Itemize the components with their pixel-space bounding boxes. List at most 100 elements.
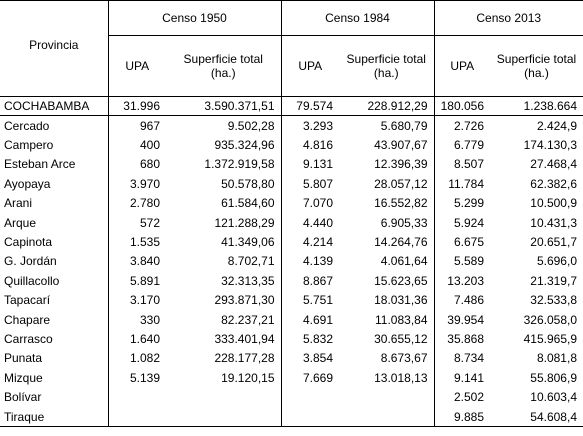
cell-superficie-2013: 10.500,9 bbox=[530, 196, 577, 211]
cell-upa-1950 bbox=[107, 406, 166, 428]
cell-upa-2013: 11.784 bbox=[433, 174, 490, 194]
cell-upa-2013: 2.726 bbox=[433, 115, 490, 136]
table-row: Chapare 330 82.237,21 4.691 11.083,84 39.954 3… bbox=[0, 309, 583, 330]
cell-upa-2013: 2.502 bbox=[433, 387, 490, 407]
table-row: G. Jordán 3.840 8.702,71 4.139 4.061,64 5.589… bbox=[0, 251, 583, 272]
cell-upa-1950: 1.535 bbox=[107, 232, 166, 252]
cell-superficie-1950: 50.578,80 bbox=[221, 176, 275, 191]
cell-provincia: COCHABAMBA bbox=[0, 96, 108, 116]
header-superficie-1950: Superficie total (ha.) bbox=[166, 35, 281, 97]
cell-upa-2013: 8.507 bbox=[433, 154, 490, 175]
cell-upa-2013: 180.056 bbox=[433, 96, 490, 116]
cell-superficie-2013: 20.651,7 bbox=[530, 235, 577, 250]
cell-upa-2013: 39.954 bbox=[433, 309, 490, 330]
cell-upa-2013: 6.779 bbox=[433, 135, 490, 155]
table-row: Capinota 1.535 41.349,06 4.214 14.264,76 6.67… bbox=[0, 232, 583, 252]
cell-superficie-1984: 228.912,29 bbox=[339, 96, 434, 116]
cell-superficie-1950: 32.313,35 bbox=[221, 273, 275, 288]
cell-provincia: Tiraque bbox=[0, 406, 108, 428]
cell-upa-1984: 4.440 bbox=[280, 212, 339, 233]
table-row: Tapacarí 3.170 293.871,30 5.751 18.031,36 7.4… bbox=[0, 290, 583, 310]
cell-provincia: Arani bbox=[4, 196, 33, 211]
table-row: Quillacollo 5.891 32.313,35 8.867 15.623,65 1… bbox=[0, 271, 583, 291]
header-superficie-2013: Superficie total (ha.) bbox=[490, 35, 583, 97]
cell-superficie-1984: 5.680,79 bbox=[380, 118, 428, 133]
cell-superficie-1984: 13.018,13 bbox=[374, 370, 428, 385]
cell-provincia: Capinota bbox=[4, 235, 53, 250]
cell-superficie-1984: 28.057,12 bbox=[374, 176, 428, 191]
cell-upa-1984: 79.574 bbox=[280, 96, 339, 116]
cell-superficie-1950: 19.120,15 bbox=[221, 370, 275, 385]
cell-superficie-1950: 1.372.919,58 bbox=[204, 157, 275, 172]
header-superficie-2013-text: Superficie total (ha.) bbox=[496, 52, 577, 80]
header-upa-1984: UPA bbox=[280, 35, 339, 97]
cell-superficie-2013: 10.603,4 bbox=[530, 390, 577, 405]
cell-superficie-1950: 8.702,71 bbox=[227, 254, 275, 269]
cell-superficie-1984: 14.264,76 bbox=[374, 235, 428, 250]
cell-superficie-1950 bbox=[166, 406, 281, 428]
cell-provincia: G. Jordán bbox=[4, 254, 57, 269]
cell-upa-2013: 7.486 bbox=[433, 290, 490, 310]
cell-provincia: Ayopaya bbox=[4, 176, 51, 191]
cell-superficie-1950: 293.871,30 bbox=[214, 293, 275, 308]
table-row: Bolívar 2.502 10.603,4 bbox=[0, 387, 583, 407]
cell-superficie-2013: 1.238.664 bbox=[490, 96, 583, 116]
header-superficie-1950-text: Superficie total (ha.) bbox=[183, 52, 263, 80]
cell-superficie-2013: 415.965,9 bbox=[523, 331, 577, 346]
table-row-total: COCHABAMBA 31.996 3.590.371,51 79.574 22… bbox=[0, 96, 583, 116]
table-header: Provincia Censo 1950 Censo 1984 Censo 20… bbox=[0, 0, 583, 97]
cell-provincia: Carrasco bbox=[4, 331, 53, 346]
cell-upa-2013: 9.885 bbox=[433, 406, 490, 428]
cell-superficie-2013: 54.608,4 bbox=[490, 406, 583, 428]
cell-upa-1950: 572 bbox=[107, 212, 166, 233]
table-row: Punata 1.082 228.177,28 3.854 8.673,67 8.734 8… bbox=[0, 348, 583, 369]
cell-upa-1984: 7.669 bbox=[280, 368, 339, 388]
table-row: Arque 572 121.288,29 4.440 6.905,33 5.924 10.4… bbox=[0, 212, 583, 233]
cell-superficie-2013: 62.382,6 bbox=[530, 176, 577, 191]
cell-superficie-1950: 935.324,96 bbox=[214, 138, 275, 153]
cell-upa-1984: 4.691 bbox=[280, 309, 339, 330]
cell-superficie-1950: 9.502,28 bbox=[227, 118, 275, 133]
cell-provincia: Tapacarí bbox=[4, 293, 51, 308]
header-provincia: Provincia bbox=[0, 0, 108, 97]
cell-superficie-1984: 12.396,39 bbox=[374, 157, 428, 172]
cell-superficie-1950: 41.349,06 bbox=[221, 235, 275, 250]
cell-upa-1984: 8.867 bbox=[280, 271, 339, 291]
cell-superficie-1950: 3.590.371,51 bbox=[166, 96, 281, 116]
cell-superficie-1984: 11.083,84 bbox=[375, 312, 428, 327]
cell-superficie-1984 bbox=[339, 387, 434, 406]
cell-superficie-1984: 8.673,67 bbox=[380, 351, 428, 366]
cell-provincia: Chapare bbox=[4, 312, 51, 327]
cell-upa-1950: 1.640 bbox=[107, 329, 166, 349]
cell-upa-1950: 1.082 bbox=[107, 348, 166, 369]
cell-superficie-1984: 6.905,33 bbox=[380, 215, 428, 230]
table-row: Arani 2.780 61.584,60 7.070 16.552,82 5.299 10… bbox=[0, 193, 583, 213]
header-upa-2013: UPA bbox=[433, 35, 490, 97]
cell-upa-1984: 5.807 bbox=[280, 174, 339, 194]
table-row: Carrasco 1.640 333.401,94 5.832 30.655,12 35.… bbox=[0, 329, 583, 349]
cell-upa-1950: 330 bbox=[107, 309, 166, 330]
cell-upa-2013: 8.734 bbox=[433, 348, 490, 369]
cell-upa-1950: 31.996 bbox=[107, 96, 166, 116]
cell-upa-2013: 13.203 bbox=[433, 271, 490, 291]
cell-superficie-1984: 30.655,12 bbox=[374, 331, 428, 346]
cell-upa-1950: 3.970 bbox=[107, 174, 166, 194]
cell-superficie-1950: 121.288,29 bbox=[214, 215, 275, 230]
cell-provincia: Arque bbox=[4, 215, 37, 230]
cell-superficie-1950 bbox=[166, 387, 281, 406]
cell-superficie-2013: 326.058,0 bbox=[523, 312, 577, 327]
cell-provincia: Mizque bbox=[4, 370, 43, 385]
cell-upa-1984: 4.139 bbox=[280, 251, 339, 272]
cell-superficie-1984: 15.623,65 bbox=[374, 273, 428, 288]
cell-superficie-1950: 82.237,21 bbox=[221, 312, 275, 327]
cell-upa-1984 bbox=[280, 387, 339, 407]
cell-upa-1984: 3.854 bbox=[280, 348, 339, 369]
cell-upa-1950: 400 bbox=[107, 135, 166, 155]
cell-upa-1950: 3.170 bbox=[107, 290, 166, 310]
header-superficie-1984: Superficie total (ha.) bbox=[339, 35, 434, 97]
cell-upa-2013: 5.924 bbox=[433, 212, 490, 233]
table-row: Ayopaya 3.970 50.578,80 5.807 28.057,12 11.78… bbox=[0, 174, 583, 194]
cell-provincia: Quillacollo bbox=[4, 273, 60, 288]
table-row: Campero 400 935.324,96 4.816 43.907,67 6.779 1… bbox=[0, 135, 583, 155]
